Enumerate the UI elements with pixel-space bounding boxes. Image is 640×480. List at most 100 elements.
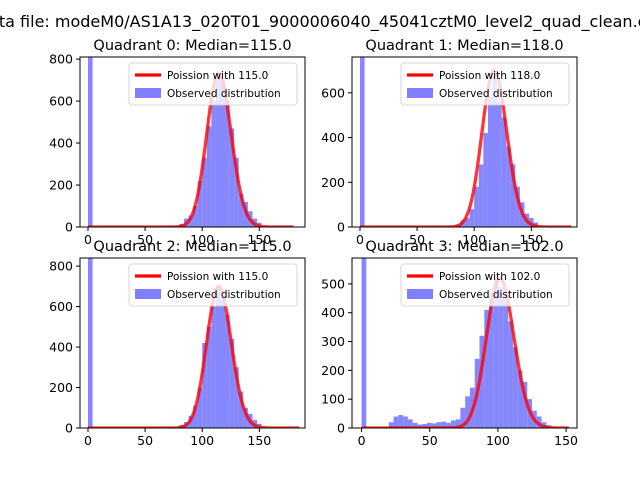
- y-tick-label: 800: [49, 259, 73, 274]
- plot-area: [87, 57, 295, 227]
- histogram-bar: [215, 73, 221, 227]
- histogram-bar: [398, 415, 404, 428]
- axes-frame: [351, 56, 578, 228]
- x-tick-label: 150: [519, 232, 543, 247]
- histogram-bar: [220, 80, 226, 227]
- x-tick-label: 0: [356, 232, 364, 247]
- histogram-bar: [427, 422, 432, 428]
- histogram-bar: [512, 347, 518, 428]
- histogram-bar: [436, 422, 442, 428]
- histogram-bar: [359, 57, 365, 227]
- histogram-bar: [503, 298, 509, 428]
- histogram-bar: [492, 70, 498, 227]
- histogram-bar: [243, 407, 248, 428]
- histogram-bar: [455, 419, 461, 428]
- legend-box: [128, 62, 298, 106]
- histogram-bar: [506, 146, 511, 227]
- x-tick-label: 50: [409, 232, 425, 247]
- y-tick-label: 200: [321, 363, 345, 378]
- histogram-bar: [446, 422, 451, 428]
- histogram-bar: [220, 298, 226, 428]
- poisson-curve-overlay: [87, 72, 295, 227]
- axes-frame: [351, 257, 578, 429]
- histogram-bar: [229, 128, 235, 227]
- histogram-bar: [87, 258, 93, 428]
- y-tick-label: 100: [321, 392, 345, 407]
- legend-label: Observed distribution: [439, 88, 553, 100]
- y-tick-label: 200: [321, 175, 345, 190]
- x-tick-label: 100: [462, 232, 486, 247]
- histogram-bar: [498, 286, 504, 428]
- histogram-bar: [497, 101, 502, 227]
- subplot-quadrant-2: Quadrant 2: Median=115.0 0 50 100 150 0 200 400…: [49, 239, 306, 448]
- histogram-bar: [522, 381, 528, 428]
- y-tick-label: 0: [337, 220, 345, 235]
- y-tick-label: 400: [49, 340, 73, 355]
- x-tick-label: 100: [486, 433, 510, 448]
- histogram-bar: [474, 186, 479, 227]
- legend-box: [400, 62, 570, 106]
- histogram-bar: [238, 193, 244, 227]
- legend-bar-swatch: [135, 289, 161, 299]
- histogram-bar: [460, 407, 466, 428]
- histogram-bar: [501, 117, 507, 227]
- histogram-bar: [193, 206, 198, 227]
- histogram-bar: [417, 424, 423, 428]
- subplot-title: Quadrant 3: Median=102.0: [365, 239, 563, 255]
- x-tick-label: 0: [84, 433, 92, 448]
- legend-label: Observed distribution: [167, 88, 281, 100]
- x-tick-label: 50: [137, 433, 153, 448]
- x-tick-label: 50: [422, 433, 438, 448]
- legend-label: Poission with 118.0: [439, 70, 540, 82]
- histogram-bar: [361, 258, 367, 428]
- histogram-bar: [225, 101, 230, 227]
- histogram-bar: [229, 338, 235, 428]
- histogram-bar: [469, 209, 475, 227]
- histogram-bar: [517, 370, 523, 428]
- y-tick-label: 200: [49, 380, 73, 395]
- histogram-bar: [393, 416, 399, 428]
- legend-label: Poission with 115.0: [167, 70, 268, 82]
- histogram-bar: [87, 57, 93, 227]
- y-tick-label: 800: [49, 52, 73, 67]
- plot-area: [361, 258, 570, 428]
- histogram-bar: [441, 421, 447, 428]
- legend-label: Poission with 115.0: [167, 271, 268, 283]
- histogram-bar: [211, 101, 216, 227]
- y-tick-label: 600: [49, 94, 73, 109]
- subplot-quadrant-3: Quadrant 3: Median=102.0 0 50 100 150 0 100 200…: [321, 239, 578, 448]
- histogram-bar: [403, 416, 408, 428]
- legend-bar-swatch: [407, 88, 433, 98]
- histogram-bar: [483, 133, 488, 227]
- histogram-bar: [484, 309, 490, 428]
- histogram-bar: [508, 321, 513, 428]
- histogram-bar: [193, 405, 198, 428]
- histogram-bar: [412, 422, 418, 428]
- histogram-bar: [197, 387, 203, 428]
- y-tick-label: 0: [65, 421, 73, 436]
- y-tick-label: 400: [321, 305, 345, 320]
- histogram-bar: [431, 423, 437, 428]
- axes-frame: [79, 56, 306, 228]
- legend-box: [128, 263, 298, 307]
- histogram-bar: [465, 396, 470, 428]
- x-tick-label: 150: [554, 433, 578, 448]
- poisson-curve-overlay: [361, 276, 570, 428]
- legend-label: Observed distribution: [439, 289, 553, 301]
- poisson-curve-overlay: [359, 68, 572, 227]
- subplots: Quadrant 0: Median=115.0 0 50 100 150 0 200 400…: [49, 38, 578, 448]
- y-tick-label: 400: [321, 130, 345, 145]
- histogram-bar: [211, 306, 216, 428]
- histogram-bar: [215, 286, 221, 428]
- histogram-bar: [188, 215, 194, 227]
- histogram-bar: [234, 367, 239, 428]
- legend-label: Observed distribution: [167, 289, 281, 301]
- y-tick-label: 300: [321, 334, 345, 349]
- subplot-title: Quadrant 2: Median=115.0: [93, 239, 291, 255]
- plot-area: [359, 57, 572, 227]
- legend-bar-swatch: [407, 289, 433, 299]
- y-tick-label: 0: [65, 220, 73, 235]
- histogram-bar: [388, 422, 394, 428]
- histogram-bar: [536, 416, 542, 428]
